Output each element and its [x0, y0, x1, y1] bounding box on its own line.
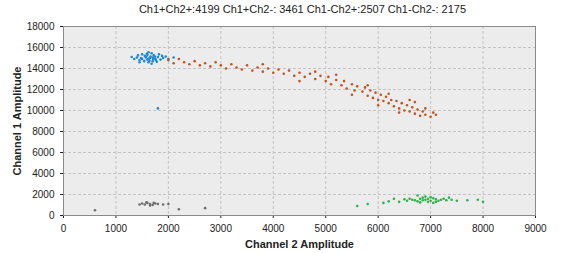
svg-text:Channel 2 Amplitude: Channel 2 Amplitude	[245, 238, 354, 250]
svg-text:5000: 5000	[315, 223, 338, 234]
svg-text:6000: 6000	[32, 147, 55, 158]
svg-text:9000: 9000	[524, 223, 547, 234]
svg-text:10000: 10000	[27, 105, 55, 116]
svg-text:1000: 1000	[105, 223, 128, 234]
svg-text:7000: 7000	[419, 223, 442, 234]
svg-text:0: 0	[49, 210, 55, 221]
svg-text:8000: 8000	[32, 126, 55, 137]
svg-text:18000: 18000	[27, 21, 55, 32]
svg-text:4000: 4000	[262, 223, 285, 234]
svg-text:2000: 2000	[157, 223, 180, 234]
svg-text:4000: 4000	[32, 168, 55, 179]
svg-text:3000: 3000	[210, 223, 233, 234]
svg-text:2000: 2000	[32, 189, 55, 200]
svg-text:0: 0	[61, 223, 67, 234]
html-text:Ch1+Ch2+:4199 Ch1+Ch2-: 3461 C: Ch1+Ch2+:4199 Ch1+Ch2-: 3461 Ch1-Ch2+:25…	[138, 3, 467, 15]
svg-text:6000: 6000	[367, 223, 390, 234]
svg-text:12000: 12000	[27, 84, 55, 95]
svg-text:8000: 8000	[472, 223, 495, 234]
svg-text:16000: 16000	[27, 42, 55, 53]
svg-text:Channel 1 Amplitude: Channel 1 Amplitude	[11, 67, 23, 176]
svg-text:14000: 14000	[27, 63, 55, 74]
